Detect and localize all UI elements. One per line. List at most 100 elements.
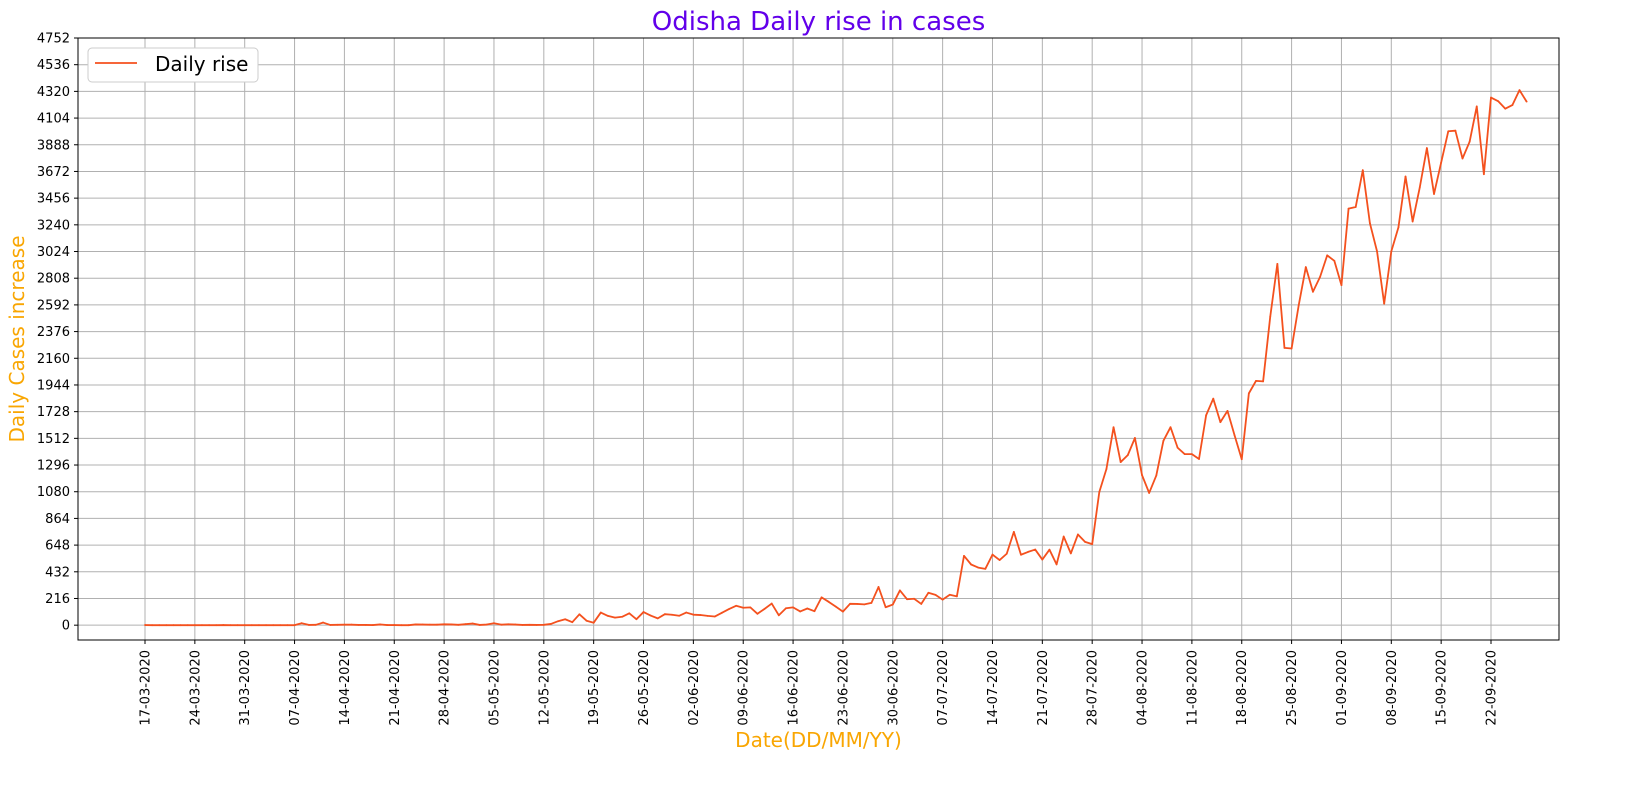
data-point	[806, 607, 809, 610]
data-point	[1240, 458, 1243, 461]
data-point	[678, 614, 681, 617]
data-point	[1027, 551, 1029, 553]
y-tick-label: 648	[45, 539, 70, 554]
data-point	[272, 624, 275, 627]
data-point	[1205, 414, 1208, 417]
y-tick-label: 4536	[37, 58, 70, 73]
data-point	[934, 594, 937, 596]
y-tick-label: 4104	[37, 112, 70, 127]
data-point	[279, 624, 282, 627]
data-point	[315, 623, 317, 626]
data-point	[578, 613, 581, 616]
data-point	[1383, 302, 1386, 305]
data-point	[393, 624, 396, 626]
data-point	[870, 602, 873, 604]
data-point	[478, 624, 481, 626]
chart-title: Odisha Daily rise in cases	[652, 7, 985, 37]
y-axis: 0 216 432 648 864 1080 1296 1512 1728 1944 2160 237…	[37, 32, 78, 634]
data-point	[229, 624, 232, 627]
data-point	[258, 624, 260, 627]
data-point	[1404, 175, 1407, 178]
data-point	[891, 603, 894, 606]
y-axis-label: Daily Cases increase	[5, 236, 29, 443]
data-point	[450, 623, 453, 626]
y-tick-label: 864	[45, 512, 70, 527]
data-point	[542, 623, 545, 626]
data-point	[507, 623, 510, 626]
y-tick-label: 1728	[37, 405, 70, 420]
data-point	[407, 624, 410, 627]
data-point	[1134, 437, 1136, 439]
data-point	[599, 611, 602, 614]
data-point	[1347, 207, 1350, 210]
data-point	[827, 600, 830, 603]
data-point	[464, 623, 467, 626]
data-point	[1048, 548, 1051, 551]
data-point	[1361, 169, 1364, 172]
data-point	[948, 593, 951, 596]
data-point	[186, 624, 189, 627]
data-point	[785, 607, 787, 610]
data-point	[1233, 434, 1236, 437]
data-point	[1283, 347, 1286, 349]
data-point	[521, 624, 524, 626]
data-point	[1290, 347, 1293, 350]
y-tick-label: 0	[62, 619, 70, 634]
x-tick-label: 26-05-2020	[637, 650, 652, 726]
data-point	[557, 620, 559, 623]
data-point	[1084, 540, 1086, 543]
data-point	[357, 624, 360, 626]
x-tick-label: 14-04-2020	[338, 650, 353, 726]
data-point	[592, 621, 595, 624]
data-point	[877, 586, 880, 588]
data-point	[1426, 147, 1428, 149]
data-point	[158, 624, 161, 627]
data-point	[485, 623, 488, 626]
y-tick-label: 2808	[37, 272, 70, 287]
data-point	[457, 623, 460, 626]
data-point	[713, 615, 716, 618]
data-point	[984, 567, 987, 570]
data-point	[1077, 533, 1079, 536]
x-tick-label: 07-04-2020	[288, 650, 303, 726]
x-tick-label: 04-08-2020	[1136, 650, 1151, 726]
data-point	[656, 617, 659, 620]
data-point	[293, 624, 296, 627]
data-point	[770, 602, 773, 605]
data-point	[336, 623, 339, 626]
y-tick-label: 2160	[37, 352, 70, 367]
data-point	[663, 613, 666, 616]
data-point	[1034, 548, 1037, 551]
data-point	[1447, 130, 1450, 133]
data-point	[1468, 140, 1471, 143]
data-point	[243, 624, 246, 627]
data-point	[1319, 275, 1321, 278]
data-point	[1376, 250, 1378, 253]
data-point	[1190, 453, 1193, 456]
data-point	[1354, 206, 1357, 208]
data-point	[1226, 410, 1229, 412]
x-axis-label: Date(DD/MM/YY)	[735, 728, 902, 752]
data-point	[585, 619, 588, 622]
data-point	[1475, 105, 1478, 108]
x-tick-label: 15-09-2020	[1435, 650, 1450, 726]
x-tick-label: 28-04-2020	[438, 650, 453, 726]
data-point	[998, 559, 1001, 561]
data-point	[834, 605, 837, 608]
data-point	[428, 623, 431, 626]
data-point	[1497, 100, 1500, 103]
data-point	[1098, 491, 1101, 493]
x-tick-label: 21-04-2020	[388, 650, 403, 726]
data-point	[144, 624, 146, 626]
data-point	[236, 624, 239, 627]
data-point	[1219, 421, 1222, 424]
data-point	[379, 623, 381, 626]
data-point	[172, 624, 175, 627]
x-tick-label: 31-03-2020	[238, 650, 253, 726]
data-point	[535, 624, 538, 626]
data-point	[699, 614, 702, 616]
data-point	[884, 606, 887, 609]
data-point	[649, 614, 652, 617]
data-point	[193, 624, 196, 627]
